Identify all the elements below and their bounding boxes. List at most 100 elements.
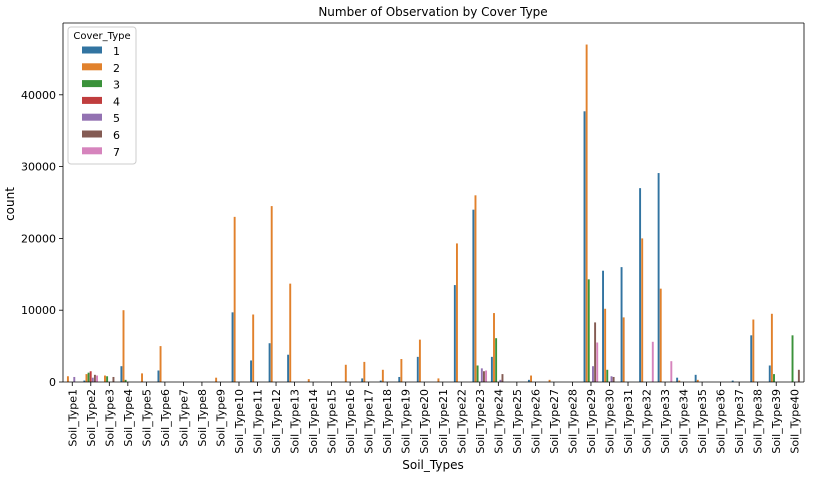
x-tick-label: Soil_Type15 [326,389,339,454]
legend-label-4: 4 [113,95,120,108]
bar-soil-type27-cover-2 [548,379,551,382]
bar-soil-type33-cover-1 [657,173,660,382]
bar-soil-type30-cover-1 [602,270,604,382]
x-tick-label: Soil_Type8 [196,389,209,447]
bar-soil-type10-cover-1 [231,312,234,382]
bar-soil-type29-cover-1 [583,111,586,382]
bar-soil-type38-cover-1 [750,335,753,382]
x-tick-label: Soil_Type22 [455,389,468,454]
x-tick-label: Soil_Type35 [696,389,709,454]
bar-soil-type23-cover-5 [480,368,483,382]
bar-soil-type22-cover-2 [455,243,458,382]
y-tick-label: 40000 [21,89,56,102]
x-tick-label: Soil_Type23 [474,389,487,454]
x-tick-label: Soil_Type4 [122,389,135,447]
legend-swatch-4 [82,96,102,104]
axes: 0 10000 20000 30000 40000 Soil_Type1 Soil_Type… [21,22,805,454]
x-tick-label: Soil_Type38 [752,389,765,454]
x-tick-label: Soil_Type7 [177,389,190,447]
bar-soil-type32-cover-1 [639,188,642,382]
x-tick-label: Soil_Type20 [418,389,431,454]
y-tick-label: 20000 [21,232,56,245]
x-tick-label: Soil_Type9 [214,389,227,447]
bar-soil-type35-cover-2 [696,379,699,382]
x-tick-label: Soil_Type11 [252,389,265,454]
bar-soil-type23-cover-2 [474,195,477,382]
legend-swatch-6 [82,130,102,138]
legend-label-2: 2 [113,62,120,75]
bar-soil-type37-cover-1 [731,380,734,382]
y-tick-label: 30000 [21,161,56,174]
bar-soil-type34-cover-1 [676,377,679,382]
x-tick-label: Soil_Type40 [789,389,802,454]
legend-label-5: 5 [113,112,120,125]
bar-soil-type6-cover-2 [159,346,162,382]
x-tick-label: Soil_Type18 [381,389,394,454]
legend-swatch-3 [82,80,102,88]
bar-soil-type24-cover-3 [495,338,498,382]
bar-soil-type23-cover-7 [485,370,488,382]
legend-swatch-5 [82,113,102,121]
bar-soil-type23-cover-3 [476,365,479,382]
bar-soil-type11-cover-2 [252,314,255,382]
bar-soil-type17-cover-1 [361,378,364,382]
legend-title: Cover_Type [73,31,130,42]
y-tick-label: 10000 [21,304,56,317]
bar-soil-type16-cover-2 [344,364,347,382]
x-tick-label: Soil_Type28 [566,389,579,454]
bar-soil-type40-cover-6 [797,369,800,382]
bar-soil-type12-cover-2 [270,206,273,382]
bar-soil-type4-cover-3 [124,379,127,382]
bar-soil-type26-cover-1 [527,379,530,382]
bar-soil-type39-cover-2 [770,313,773,382]
x-tick-label: Soil_Type34 [678,389,691,454]
bar-soil-type30-cover-5 [610,376,613,382]
bar-soil-type3-cover-3 [106,376,109,382]
x-tick-label: Soil_Type10 [233,389,246,454]
bar-soil-type11-cover-1 [250,360,253,382]
bar-soil-type18-cover-1 [379,380,382,382]
x-tick-label: Soil_Type19 [400,389,413,454]
bar-soil-type20-cover-2 [418,339,421,382]
bar-soil-type24-cover-2 [493,313,495,382]
bar-soil-type39-cover-1 [768,365,771,382]
x-tick-label: Soil_Type2 [85,389,98,447]
bar-soil-type32-cover-7 [651,341,654,382]
bar-soil-type29-cover-7 [596,342,599,382]
bar-soil-type2-cover-2 [85,374,88,382]
bar-soil-type29-cover-3 [587,279,590,382]
bar-soil-type22-cover-1 [453,285,456,382]
x-tick-label: Soil_Type26 [529,389,542,454]
x-tick-label: Soil_Type27 [548,389,561,454]
bar-soil-type2-cover-1 [83,380,86,382]
x-tick-label: Soil_Type6 [159,389,172,447]
legend-box [67,26,137,165]
legend-label-7: 7 [113,146,120,159]
bar-soil-type6-cover-1 [157,370,160,382]
x-tick-label: Soil_Type37 [733,389,746,454]
x-tick-label: Soil_Type39 [770,389,783,454]
bar-soil-type10-cover-2 [233,216,236,382]
x-axis-label: Soil_Types [402,458,463,472]
x-tick-label: Soil_Type29 [585,389,598,454]
bar-soil-type31-cover-1 [620,267,623,382]
bar-soil-type21-cover-2 [437,378,440,382]
bar-soil-type31-cover-2 [622,317,625,382]
bar-soil-type4-cover-2 [122,310,125,382]
x-tick-label: Soil_Type3 [103,389,116,447]
bar-soil-type29-cover-2 [585,44,588,382]
bar-soil-type34-cover-2 [678,380,681,382]
bar-soil-type30-cover-2 [604,308,607,382]
bar-soil-type12-cover-1 [268,343,271,382]
y-axis-label: count [3,187,17,221]
x-tick-label: Soil_Type24 [492,389,505,454]
plot-area [66,44,800,382]
bar-soil-type20-cover-1 [416,356,419,382]
bar-soil-type9-cover-2 [215,377,218,382]
legend-swatch-1 [82,46,102,54]
bar-soil-type40-cover-3 [791,335,794,382]
bar-soil-type3-cover-6 [112,376,115,382]
bar-soil-type3-cover-2 [104,375,106,382]
bar-soil-type13-cover-2 [289,283,292,382]
bar-soil-type2-cover-5 [91,377,94,382]
